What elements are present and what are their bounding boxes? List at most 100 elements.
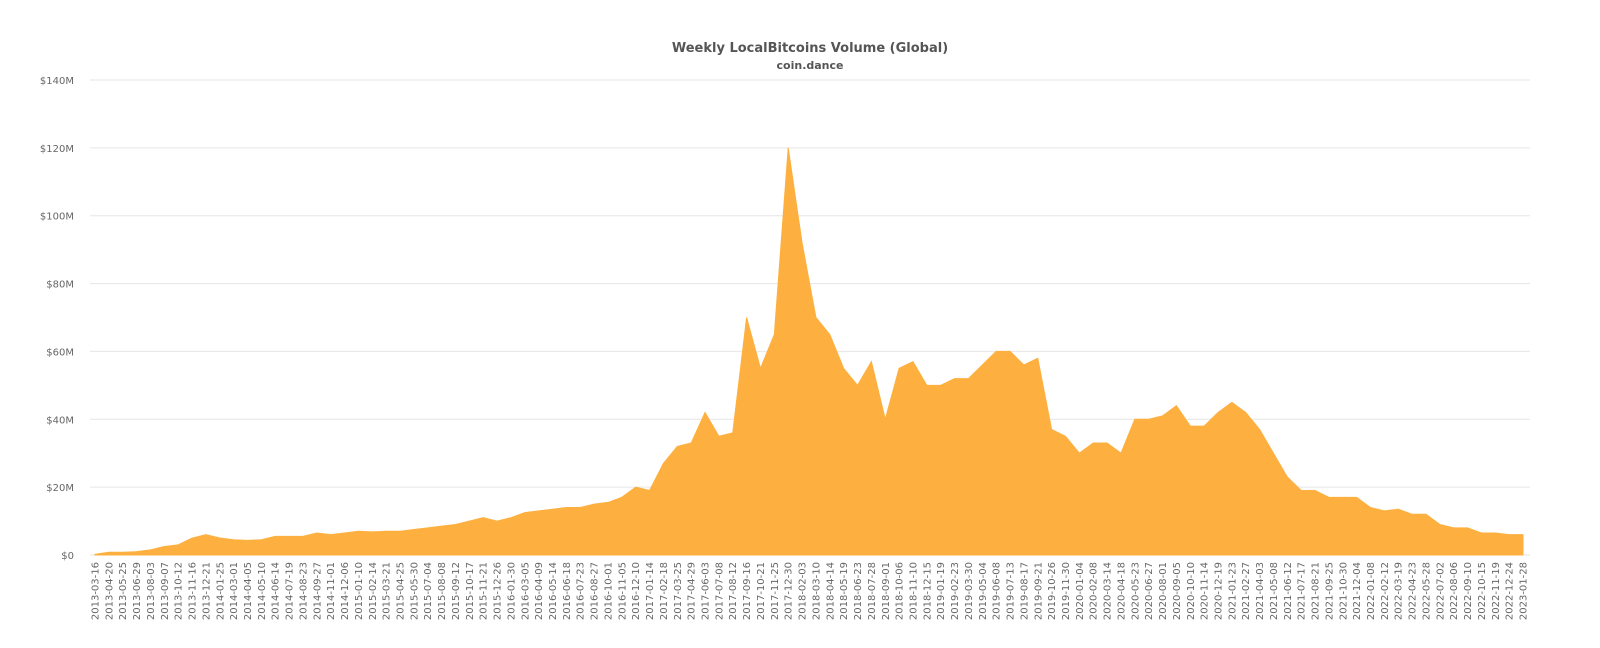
x-tick-label: 2017-10-21 [756, 562, 767, 620]
y-tick-label: $0 [61, 551, 74, 562]
x-tick-label: 2018-11-10 [908, 562, 919, 620]
x-tick-label: 2022-07-02 [1435, 562, 1446, 620]
x-tick-label: 2017-09-16 [742, 562, 753, 620]
x-tick-label: 2018-04-14 [825, 562, 836, 620]
x-tick-label: 2020-03-14 [1103, 562, 1114, 620]
x-tick-label: 2021-08-21 [1311, 562, 1322, 620]
x-tick-label: 2020-10-10 [1186, 562, 1197, 620]
x-tick-label: 2014-06-14 [271, 562, 282, 620]
x-tick-label: 2019-11-30 [1061, 562, 1072, 620]
y-tick-label: $80M [46, 280, 74, 291]
x-tick-label: 2017-08-12 [728, 562, 739, 620]
x-tick-label: 2021-01-23 [1227, 562, 1238, 620]
x-tick-label: 2018-07-28 [867, 562, 878, 620]
x-tick-label: 2015-04-25 [396, 562, 407, 620]
x-tick-label: 2017-04-29 [687, 562, 698, 620]
x-tick-label: 2016-07-23 [576, 562, 587, 620]
x-tick-label: 2016-04-09 [534, 562, 545, 620]
x-tick-label: 2022-10-15 [1477, 562, 1488, 620]
x-tick-label: 2020-12-19 [1213, 562, 1224, 620]
x-tick-label: 2018-02-03 [798, 562, 809, 620]
x-tick-label: 2023-01-28 [1519, 562, 1530, 620]
x-tick-label: 2013-04-20 [104, 562, 115, 620]
y-tick-label: $140M [40, 76, 74, 87]
x-tick-label: 2022-05-28 [1421, 562, 1432, 620]
x-tick-label: 2014-03-01 [229, 562, 240, 620]
x-tick-label: 2020-06-27 [1144, 562, 1155, 620]
x-tick-label: 2019-07-13 [1006, 562, 1017, 620]
x-tick-label: 2015-01-10 [354, 562, 365, 620]
x-tick-label: 2016-08-27 [590, 562, 601, 620]
area [94, 147, 1524, 556]
x-tick-label: 2020-08-01 [1158, 562, 1169, 620]
x-tick-label: 2022-12-24 [1505, 562, 1516, 620]
x-tick-label: 2017-07-08 [714, 562, 725, 620]
x-tick-label: 2013-08-03 [146, 562, 157, 620]
x-tick-label: 2014-01-25 [215, 562, 226, 620]
x-tick-label: 2020-09-05 [1172, 562, 1183, 620]
x-tick-label: 2017-11-25 [770, 562, 781, 620]
x-tick-label: 2014-12-06 [340, 562, 351, 620]
x-tick-label: 2013-09-07 [160, 562, 171, 620]
x-tick-label: 2019-09-21 [1033, 562, 1044, 620]
x-tick-label: 2016-11-05 [617, 562, 628, 620]
y-tick-label: $20M [46, 483, 74, 494]
x-tick-label: 2014-05-10 [257, 562, 268, 620]
x-tick-label: 2021-09-25 [1324, 562, 1335, 620]
x-tick-label: 2018-03-10 [811, 562, 822, 620]
x-tick-label: 2022-04-23 [1408, 562, 1419, 620]
x-tick-label: 2021-06-12 [1283, 562, 1294, 620]
x-tick-label: 2019-08-17 [1019, 562, 1030, 620]
x-tick-label: 2019-02-23 [950, 562, 961, 620]
x-tick-label: 2018-10-06 [895, 562, 906, 620]
x-tick-label: 2022-01-08 [1366, 562, 1377, 620]
x-tick-label: 2016-01-30 [506, 562, 517, 620]
x-tick-label: 2021-12-04 [1352, 562, 1363, 620]
x-tick-label: 2022-09-10 [1463, 562, 1474, 620]
x-tick-label: 2018-12-15 [922, 562, 933, 620]
x-tick-label: 2014-04-05 [243, 562, 254, 620]
x-tick-label: 2018-05-19 [839, 562, 850, 620]
y-tick-label: $120M [40, 144, 74, 155]
chart-title: Weekly LocalBitcoins Volume (Global) [672, 41, 948, 56]
x-tick-label: 2021-10-30 [1338, 562, 1349, 620]
x-tick-label: 2016-06-18 [562, 562, 573, 620]
x-tick-label: 2019-06-08 [992, 562, 1003, 620]
x-tick-label: 2022-02-12 [1380, 562, 1391, 620]
x-tick-label: 2022-03-19 [1394, 562, 1405, 620]
x-tick-label: 2016-10-01 [603, 562, 614, 620]
x-tick-label: 2021-04-03 [1255, 562, 1266, 620]
x-tick-label: 2020-11-14 [1200, 562, 1211, 620]
x-tick-label: 2022-11-19 [1491, 562, 1502, 620]
x-tick-label: 2015-07-04 [423, 562, 434, 620]
x-tick-label: 2022-08-06 [1449, 562, 1460, 620]
x-tick-label: 2015-05-30 [409, 562, 420, 620]
x-tick-label: 2013-10-12 [174, 562, 185, 620]
x-tick-label: 2015-08-08 [437, 562, 448, 620]
x-tick-label: 2013-03-16 [91, 562, 102, 620]
x-tick-label: 2019-05-04 [978, 562, 989, 620]
x-tick-label: 2015-11-21 [479, 562, 490, 620]
x-tick-label: 2018-06-23 [853, 562, 864, 620]
x-tick-label: 2016-12-10 [631, 562, 642, 620]
x-tick-label: 2015-02-14 [368, 562, 379, 620]
x-tick-label: 2013-06-29 [132, 562, 143, 620]
y-tick-label: $100M [40, 212, 74, 223]
y-tick-label: $40M [46, 415, 74, 426]
x-tick-label: 2016-05-14 [548, 562, 559, 620]
x-tick-label: 2014-07-19 [285, 562, 296, 620]
x-tick-label: 2014-08-23 [298, 562, 309, 620]
x-tick-label: 2017-03-25 [673, 562, 684, 620]
x-tick-label: 2015-03-21 [382, 562, 393, 620]
x-tick-label: 2014-11-01 [326, 562, 337, 620]
x-tick-label: 2015-09-12 [451, 562, 462, 620]
x-tick-label: 2013-05-25 [118, 562, 129, 620]
x-tick-label: 2015-10-17 [465, 562, 476, 620]
chart-subtitle: coin.dance [777, 59, 844, 72]
y-tick-label: $60M [46, 347, 74, 358]
x-tick-label: 2020-01-04 [1075, 562, 1086, 620]
x-tick-label: 2020-05-23 [1130, 562, 1141, 620]
x-tick-label: 2021-02-27 [1241, 562, 1252, 620]
x-tick-label: 2015-12-26 [493, 562, 504, 620]
